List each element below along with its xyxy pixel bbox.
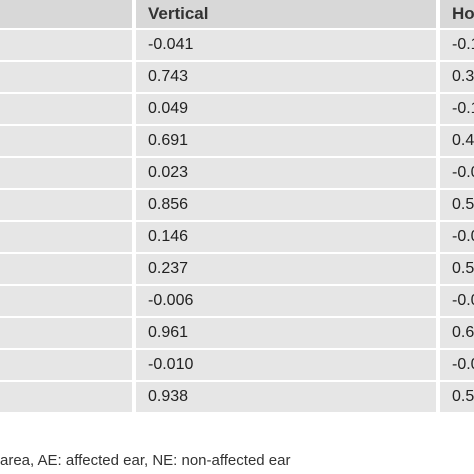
table-header-row: Vertical Ho xyxy=(0,0,474,30)
horizontal-cell: 0.5 xyxy=(436,381,474,414)
horizontal-cell: 0.6 xyxy=(436,317,474,350)
table-row: 0.023 -0.0 xyxy=(0,157,474,190)
row-label-cell xyxy=(0,317,134,350)
table-row: -0.006 -0.0 xyxy=(0,285,474,318)
table-row: 0.691 0.4 xyxy=(0,125,474,158)
header-cell-label xyxy=(0,0,134,30)
row-label-cell xyxy=(0,221,134,254)
horizontal-cell: 0.5 xyxy=(436,253,474,286)
row-label-cell xyxy=(0,285,134,318)
vertical-cell: 0.023 xyxy=(132,157,438,190)
header-cell-horizontal: Ho xyxy=(436,0,474,30)
vertical-cell: -0.006 xyxy=(132,285,438,318)
table-row: 0.237 0.5 xyxy=(0,253,474,286)
header-cell-vertical: Vertical xyxy=(132,0,438,30)
row-label-cell xyxy=(0,125,134,158)
horizontal-cell: -0.0 xyxy=(436,285,474,318)
row-label-cell xyxy=(0,157,134,190)
row-label-cell xyxy=(0,29,134,62)
horizontal-cell: 0.5 xyxy=(436,189,474,222)
vertical-cell: 0.691 xyxy=(132,125,438,158)
data-table: Vertical Ho -0.041 -0.1 0.743 0.3 0.049 xyxy=(0,0,474,414)
row-label-cell xyxy=(0,189,134,222)
table-row: 0.743 0.3 xyxy=(0,61,474,94)
vertical-cell: 0.146 xyxy=(132,221,438,254)
table-row: 0.856 0.5 xyxy=(0,189,474,222)
horizontal-cell: 0.4 xyxy=(436,125,474,158)
vertical-cell: -0.041 xyxy=(132,29,438,62)
vertical-cell: -0.010 xyxy=(132,349,438,382)
table-row: 0.938 0.5 xyxy=(0,381,474,414)
horizontal-cell: -0.1 xyxy=(436,93,474,126)
row-label-cell xyxy=(0,61,134,94)
table-row: 0.049 -0.1 xyxy=(0,93,474,126)
horizontal-cell: -0.0 xyxy=(436,157,474,190)
vertical-cell: 0.938 xyxy=(132,381,438,414)
table-row: 0.961 0.6 xyxy=(0,317,474,350)
row-label-cell xyxy=(0,349,134,382)
vertical-cell: 0.856 xyxy=(132,189,438,222)
table-row: -0.041 -0.1 xyxy=(0,29,474,62)
table-footnote: area, AE: affected ear, NE: non-affected… xyxy=(0,452,291,469)
horizontal-cell: -0.0 xyxy=(436,349,474,382)
row-label-cell xyxy=(0,381,134,414)
row-label-cell xyxy=(0,93,134,126)
horizontal-cell: -0.0 xyxy=(436,221,474,254)
horizontal-cell: -0.1 xyxy=(436,29,474,62)
vertical-cell: 0.743 xyxy=(132,61,438,94)
vertical-cell: 0.237 xyxy=(132,253,438,286)
horizontal-cell: 0.3 xyxy=(436,61,474,94)
vertical-cell: 0.049 xyxy=(132,93,438,126)
row-label-cell xyxy=(0,253,134,286)
vertical-cell: 0.961 xyxy=(132,317,438,350)
table-row: -0.010 -0.0 xyxy=(0,349,474,382)
table-row: 0.146 -0.0 xyxy=(0,221,474,254)
table-container: Vertical Ho -0.041 -0.1 0.743 0.3 0.049 xyxy=(0,0,474,414)
